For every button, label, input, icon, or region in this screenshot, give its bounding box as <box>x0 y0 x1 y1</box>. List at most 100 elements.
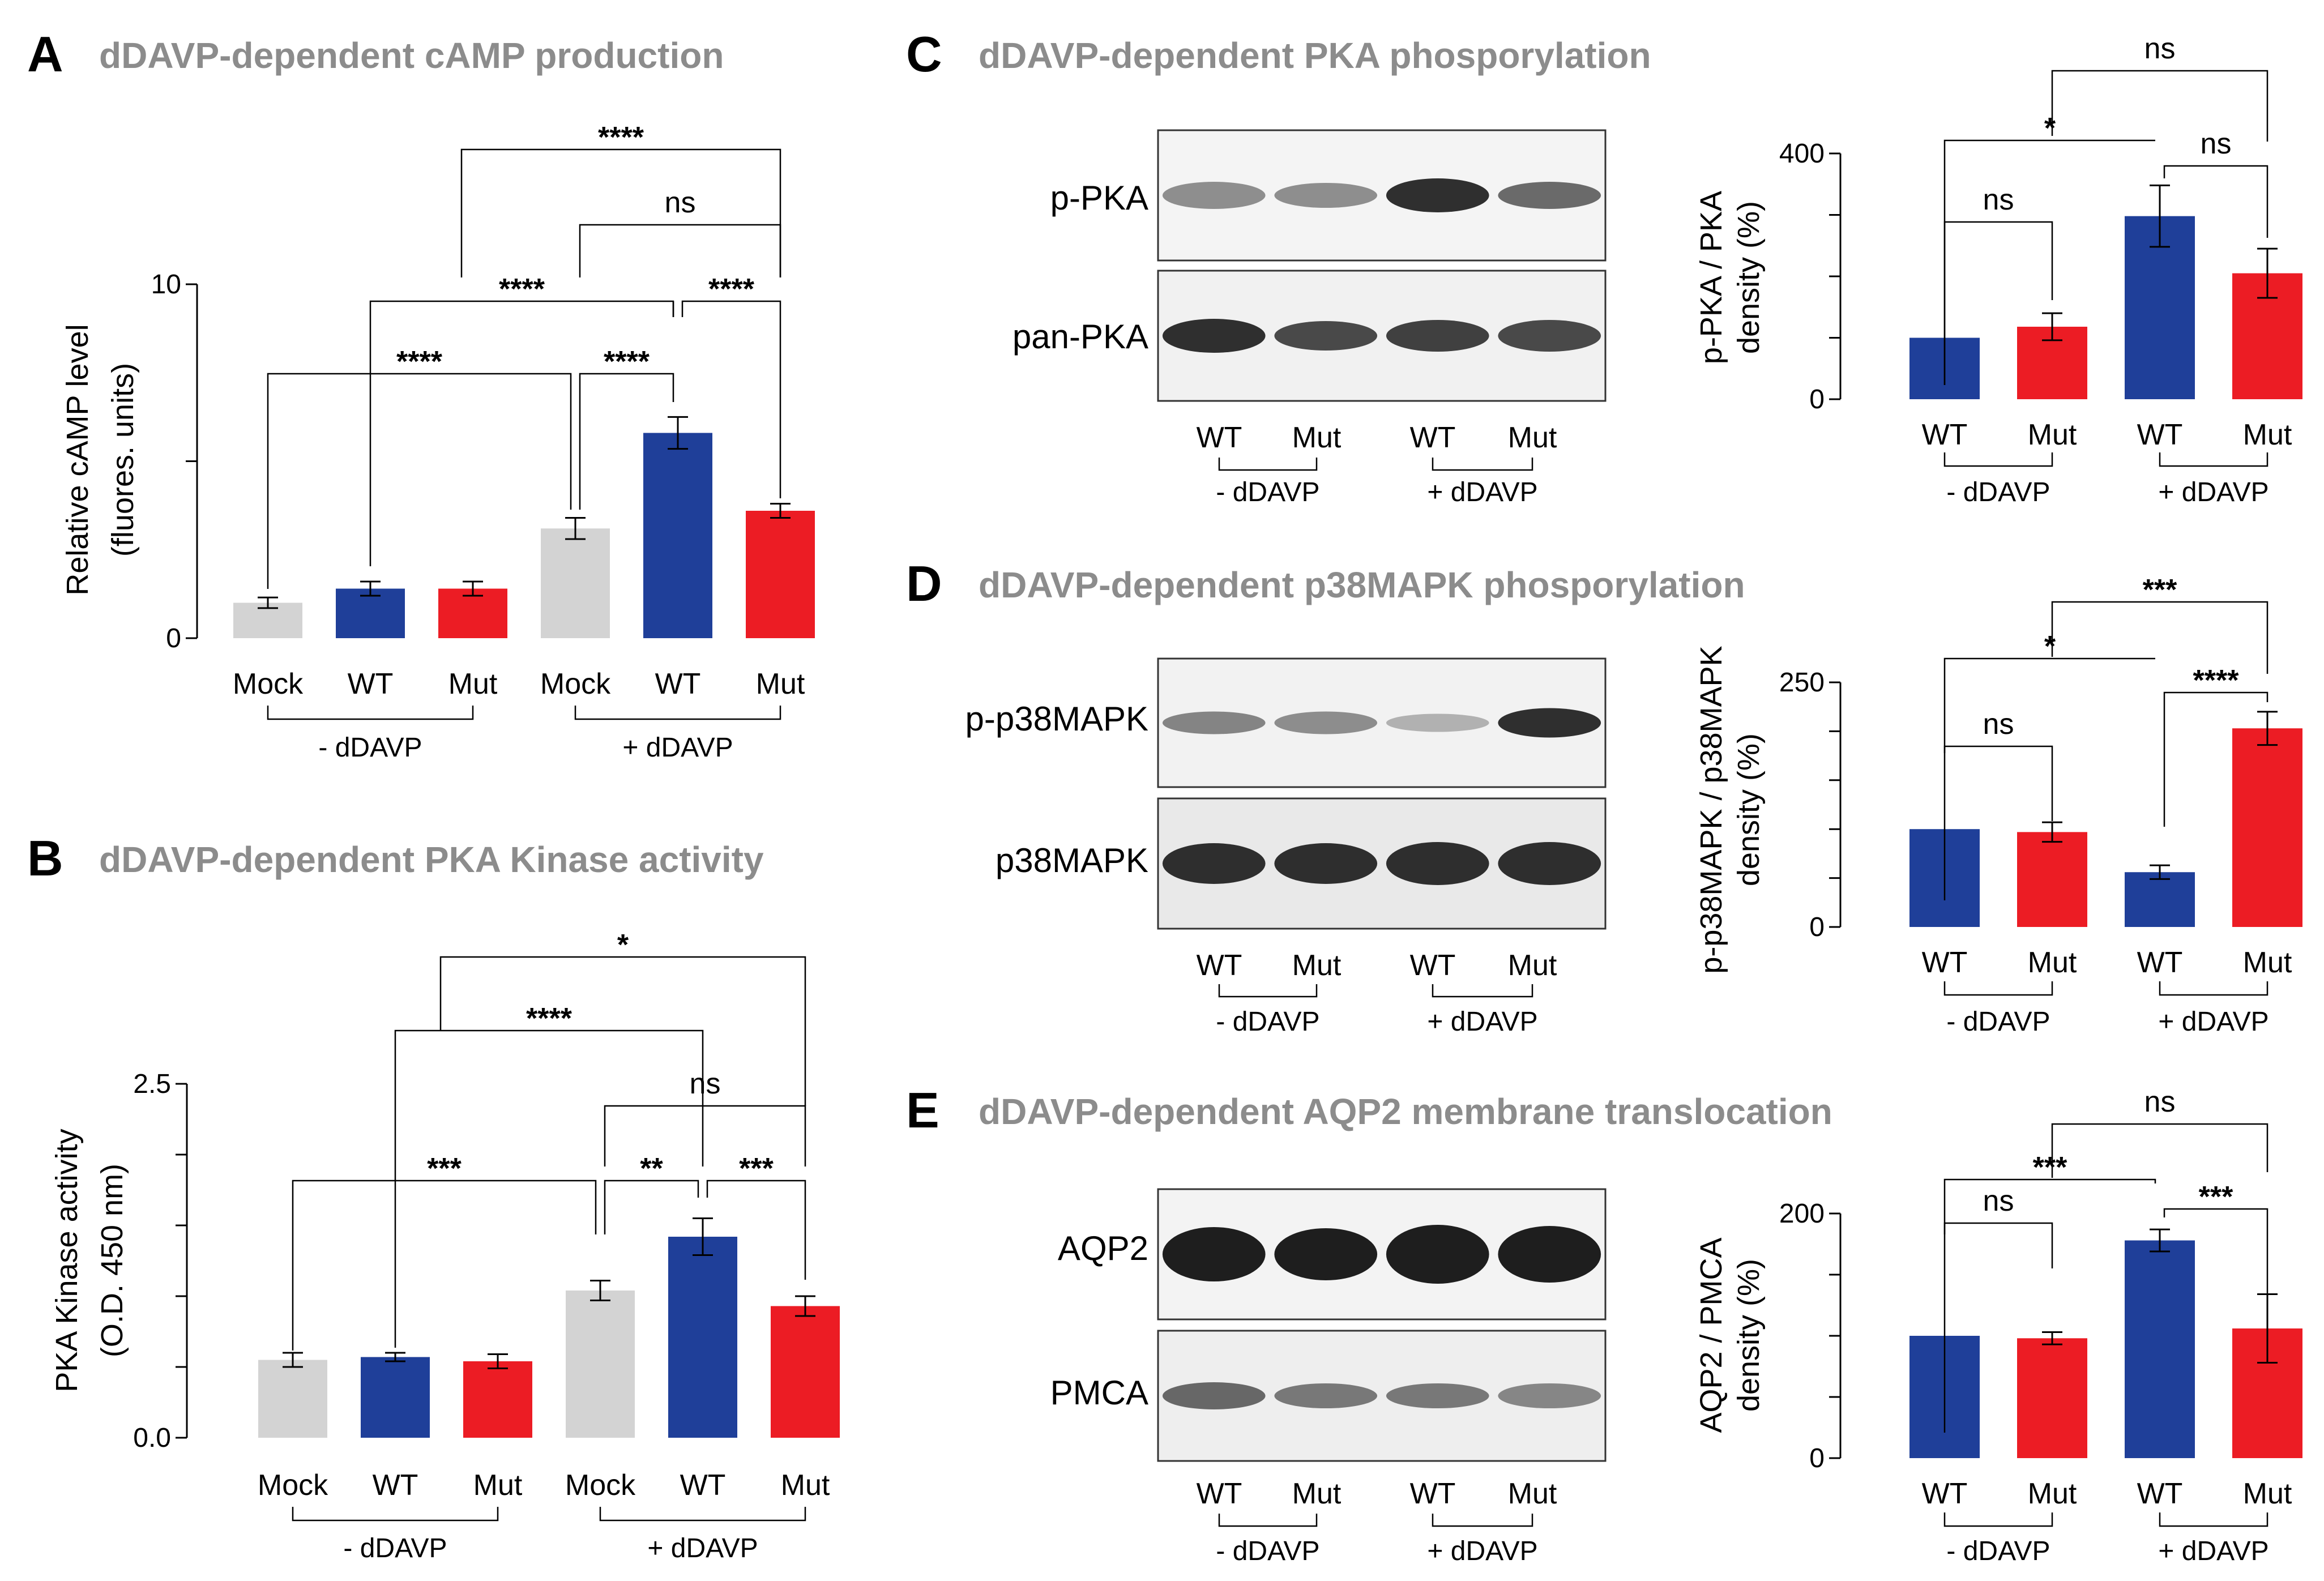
y-tick-label: 0 <box>1809 1443 1825 1473</box>
blot-group-label: - dDAVP <box>1216 1536 1319 1566</box>
blot-row-label: pan-PKA <box>1013 318 1148 356</box>
blot-row-label: p-PKA <box>1050 179 1148 217</box>
category-label: WT <box>680 1469 726 1502</box>
bar-e-2 <box>2125 1240 2195 1458</box>
significance-bracket <box>439 956 806 1106</box>
blot-band <box>1274 711 1378 734</box>
bar-b-5 <box>771 1306 840 1438</box>
significance-label: *** <box>427 1152 462 1185</box>
panel-title-c: dDAVP-dependent PKA phosporylation <box>979 35 1651 76</box>
significance-label: * <box>617 929 629 962</box>
significance-bracket <box>2163 1208 2269 1297</box>
significance-bracket <box>706 1180 806 1280</box>
blot-row-label: p38MAPK <box>996 841 1148 879</box>
group-label: - dDAVP <box>1946 1007 2050 1037</box>
blot-lane-label: Mut <box>1508 421 1557 454</box>
blot-band <box>1386 178 1489 212</box>
blot-band <box>1274 1228 1378 1280</box>
bar-b-1 <box>361 1357 430 1438</box>
bar-d-1 <box>2017 832 2087 927</box>
blot-band <box>1498 708 1601 738</box>
category-label: Mut <box>2028 946 2077 979</box>
significance-label: **** <box>2193 664 2240 697</box>
chart-b: 0.0 2.5 PKA Kinase activity (O.D. 450 nm) Mo… <box>50 929 840 1563</box>
significance-label: * <box>2044 630 2056 663</box>
group-bracket <box>292 1507 499 1522</box>
group-bracket <box>2159 1512 2269 1527</box>
significance-label: *** <box>2199 1181 2233 1213</box>
group-label: + dDAVP <box>2158 1007 2269 1037</box>
blot-band <box>1498 842 1601 885</box>
blot-lane-label: Mut <box>1292 1477 1342 1510</box>
category-label: Mock <box>565 1469 636 1502</box>
panel-title-e: dDAVP-dependent AQP2 membrane translocat… <box>979 1091 1832 1132</box>
category-label: Mut <box>2243 418 2292 451</box>
bar-d-2 <box>2125 872 2195 927</box>
significance-bracket <box>394 1029 704 1348</box>
y-tick-label: 0 <box>166 623 181 653</box>
significance-bracket <box>1943 657 2155 753</box>
blot-band <box>1162 711 1266 734</box>
group-bracket <box>1943 452 2053 467</box>
blot-group-label: + dDAVP <box>1427 477 1537 507</box>
category-label: WT <box>655 668 701 700</box>
group-label: + dDAVP <box>2158 1536 2269 1566</box>
bar-a-2 <box>438 588 507 638</box>
group-label: + dDAVP <box>622 733 733 763</box>
category-label: WT <box>373 1469 418 1502</box>
significance-label: ns <box>1983 183 2014 216</box>
significance-label: *** <box>2143 574 2177 606</box>
category-label: Mock <box>540 668 611 700</box>
significance-bracket <box>2051 601 2269 674</box>
significance-bracket <box>292 1180 597 1351</box>
significance-label: **** <box>396 345 443 378</box>
panel-title-d: dDAVP-dependent p38MAPK phosporylation <box>979 565 1745 605</box>
blot-group-label: - dDAVP <box>1216 1007 1319 1037</box>
category-label: Mock <box>258 1469 328 1502</box>
blot-band <box>1386 1383 1489 1408</box>
y-tick-label: 10 <box>151 270 181 300</box>
blot-group-bracket <box>1218 984 1318 998</box>
group-label: + dDAVP <box>2158 477 2269 507</box>
significance-label: * <box>2044 112 2056 145</box>
category-label: WT <box>2137 1477 2183 1510</box>
panel-letter-a: A <box>27 26 63 82</box>
panel-title-b: dDAVP-dependent PKA Kinase activity <box>99 839 764 880</box>
y-axis-label: AQP2 / PMCA <box>1694 1237 1728 1433</box>
blot-band <box>1386 320 1489 352</box>
panel-letter-c: C <box>906 26 942 82</box>
category-label: WT <box>348 668 394 700</box>
blot-band <box>1274 1383 1378 1408</box>
significance-bracket <box>1943 1222 2053 1433</box>
category-label: WT <box>2137 418 2183 451</box>
blot-band <box>1274 321 1378 351</box>
chart-c: 0 400 p-PKA / PKA density (%) WT Mut WT Mut - dD… <box>1694 32 2302 507</box>
significance-label: **** <box>499 273 545 306</box>
category-label: Mut <box>448 668 498 700</box>
blot-band <box>1162 319 1266 353</box>
y-axis-label: Relative cAMP level <box>61 324 95 595</box>
y-axis-label: PKA Kinase activity <box>50 1129 84 1392</box>
blot-band <box>1498 182 1601 209</box>
group-label: - dDAVP <box>343 1533 447 1563</box>
bar-a-5 <box>746 511 815 638</box>
significance-label: **** <box>708 273 755 306</box>
significance-label: *** <box>2033 1151 2067 1184</box>
blot-band <box>1386 713 1489 732</box>
blot-band <box>1498 320 1601 352</box>
panel-letter-b: B <box>27 830 63 886</box>
bar-a-4 <box>643 433 712 638</box>
category-label: Mut <box>781 1469 830 1502</box>
group-label: + dDAVP <box>647 1533 758 1563</box>
panel-letter-d: D <box>906 556 942 612</box>
significance-bracket <box>1943 745 2053 900</box>
group-bracket <box>1943 1512 2053 1527</box>
significance-bracket <box>369 300 674 566</box>
blot-lane-label: WT <box>1410 949 1456 982</box>
significance-label: ** <box>640 1152 663 1185</box>
blot-row-label: p-p38MAPK <box>966 700 1149 738</box>
y-axis-label: density (%) <box>1732 733 1766 886</box>
significance-bracket <box>2163 165 2269 238</box>
blot-row-label: AQP2 <box>1058 1229 1148 1267</box>
